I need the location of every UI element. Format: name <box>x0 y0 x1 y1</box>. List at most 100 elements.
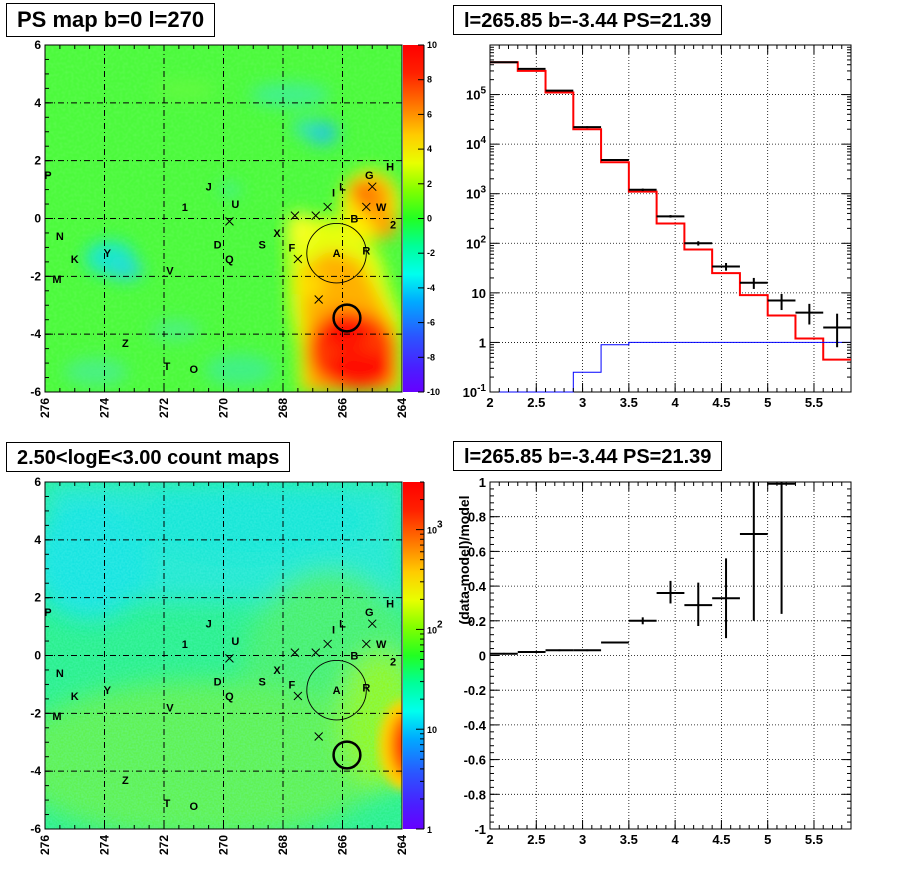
source-label: W <box>376 202 387 214</box>
colorbar-tick-label: -4 <box>427 283 435 293</box>
spectrum-point <box>628 188 657 192</box>
spectrum-point <box>545 89 574 92</box>
y-tick-label: 0.4 <box>468 579 487 594</box>
source-label: U <box>231 636 239 648</box>
x-tick-label: 270 <box>217 398 231 418</box>
x-tick-label: 2 <box>486 832 493 847</box>
colorbar-tick-label: 103 <box>427 520 443 536</box>
source-label: X <box>273 665 281 677</box>
count-map-panel: PNKMYZTOV1JUDQSXFARBILGW2HC 276274272270… <box>30 475 443 855</box>
x-tick-label: 3.5 <box>620 395 638 410</box>
source-label: C <box>401 746 409 758</box>
cross-marker <box>323 202 332 212</box>
x-tick-label: 272 <box>157 835 171 855</box>
x-tick-label: 274 <box>98 398 112 418</box>
count-map-circles <box>306 660 367 770</box>
count-map-grid <box>45 482 402 829</box>
y-tick-label: -6 <box>30 385 41 399</box>
y-tick-label: 1 <box>479 475 486 490</box>
source-label: K <box>71 691 79 703</box>
source-label: T <box>164 798 171 810</box>
y-tick-label: 103 <box>466 185 486 202</box>
spectrum-point <box>684 241 713 246</box>
cross-marker <box>361 639 371 649</box>
source-label: K <box>71 254 79 266</box>
source-label: G <box>365 607 374 619</box>
source-label: F <box>289 679 296 691</box>
y-tick-label: 2 <box>34 591 41 605</box>
cross-stroke <box>323 639 332 649</box>
residual-axes: 2 2.5 3 3.5 4 4.5 5 5.5 1 0.8 0.6 0.4 0.2 0 -0.2 -0.4 -0… <box>464 475 852 847</box>
y-tick-label: 0.6 <box>468 544 486 559</box>
residual-point <box>573 649 602 652</box>
source-label: S <box>259 240 266 252</box>
count-map-source-labels: P NKM Y Z T O V 1 J U DQ SXF A R B IL G W2 H C <box>44 598 409 812</box>
colorbar-tick-label: 0 <box>427 214 432 224</box>
source-label: 1 <box>182 639 188 651</box>
source-label: P <box>44 170 51 182</box>
y-tick-label: 1 <box>479 335 486 350</box>
y-tick-label: 4 <box>34 96 41 110</box>
ps-map-source-labels: P NKM Y Z T O V 1 J U DQ SXF A R B IL G W2 H C <box>44 161 402 375</box>
count-map-title: 2.50<logE<3.00 count maps <box>6 442 291 472</box>
y-tick-label: 104 <box>466 135 486 152</box>
residual-point <box>739 482 768 621</box>
residual-data-points <box>490 482 796 655</box>
spectrum-point <box>823 313 851 348</box>
colorbar-tick-label: 1 <box>427 825 432 835</box>
cross-stroke <box>225 654 234 663</box>
colorbar-tick-label: 4 <box>427 144 432 154</box>
y-tick-label: -4 <box>30 327 41 341</box>
source-label: B <box>350 214 358 226</box>
y-tick-label: -4 <box>30 764 41 778</box>
source-label: N <box>56 231 64 243</box>
x-tick-label: 5.5 <box>805 832 823 847</box>
colorbar-tick-label: 6 <box>427 109 432 119</box>
source-label: P <box>44 607 51 619</box>
y-tick-label: -2 <box>30 706 41 720</box>
source-label: M <box>52 274 61 286</box>
cross-marker <box>293 254 303 264</box>
x-tick-label: 2 <box>486 395 493 410</box>
cross-marker <box>314 295 324 304</box>
ps-map-title: PS map b=0 l=270 <box>6 3 216 37</box>
cross-marker <box>293 691 303 701</box>
residual-point <box>712 558 740 639</box>
ps-map-colorbar <box>403 45 424 392</box>
cross-stroke <box>290 211 300 220</box>
source-label: R <box>362 245 370 257</box>
y-tick-label: -0.4 <box>464 718 487 733</box>
source-label: 2 <box>390 656 396 668</box>
x-tick-label: 5 <box>764 395 771 410</box>
spectrum-data-points <box>490 61 851 348</box>
y-tick-label: -0.2 <box>464 683 486 698</box>
source-label: A <box>333 685 341 697</box>
x-tick-label: 5 <box>764 832 771 847</box>
cross-stroke <box>367 182 377 192</box>
source-label: R <box>362 682 370 694</box>
spectrum-point <box>712 263 740 271</box>
source-label: 2 <box>390 219 396 231</box>
spectrum-title: l=265.85 b=-3.44 PS=21.39 <box>453 5 723 35</box>
colorbar-tick-label: -2 <box>427 248 435 258</box>
y-tick-label: 102 <box>466 234 486 251</box>
ps-map-cross-markers <box>225 182 377 304</box>
ps-map-image: P NKM Y Z T O V 1 J U DQ SXF A R B IL G W2 H C <box>44 45 402 392</box>
x-tick-label: 274 <box>98 835 112 855</box>
spectrum-point <box>739 277 768 289</box>
source-label: V <box>166 703 174 715</box>
count-map-axes: 276 274 272 270 268 266 264 6 4 2 0 -2 -4 -6 <box>30 475 409 855</box>
spectrum-point <box>517 67 546 70</box>
count-map-image: P NKM Y Z T O V 1 J U DQ SXF A R B IL G W2 H C <box>44 482 409 829</box>
cross-stroke <box>361 639 371 649</box>
y-tick-label: -6 <box>30 822 41 836</box>
source-label: F <box>289 242 296 254</box>
residual-point <box>517 651 546 654</box>
source-label: Q <box>225 691 234 703</box>
source-label: A <box>333 248 341 260</box>
source-label: H <box>386 161 394 173</box>
x-tick-label: 272 <box>157 398 171 418</box>
cross-marker <box>290 211 300 220</box>
cross-marker <box>311 648 321 657</box>
